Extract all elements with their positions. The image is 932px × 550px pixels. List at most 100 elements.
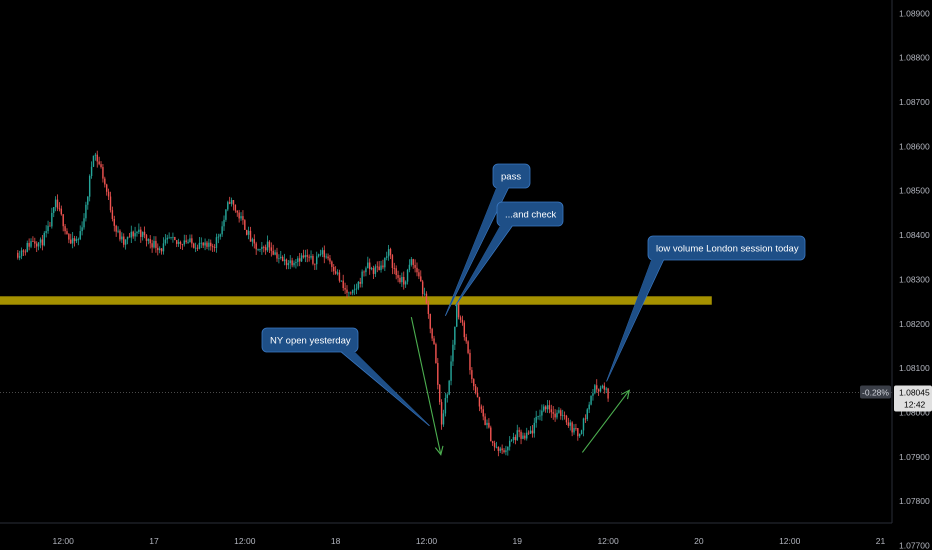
candle [111,206,114,222]
candle [463,320,466,341]
candle-body [406,269,409,282]
candle-body [49,225,51,227]
candle [225,209,227,222]
candle [416,262,418,277]
candle [136,230,138,237]
candle [280,250,282,260]
candle [39,237,42,249]
candle-body [17,252,19,258]
candle [452,339,454,367]
candle-body [43,232,45,246]
candle-body [183,240,185,245]
candle-body [75,239,78,242]
candle-body [592,393,594,396]
candle-body [270,247,273,251]
callout-pointer-fill [455,224,513,307]
trend-arrows [410,317,631,456]
candle [49,221,51,227]
candle-body [81,227,83,232]
candle [391,254,394,275]
candle [596,379,598,393]
candle [312,254,314,266]
candle [54,196,57,212]
candle [121,232,123,243]
candle [255,241,257,255]
candle-body [386,256,388,258]
candle-body [47,225,49,232]
candle [268,240,271,253]
candle-body [539,415,541,417]
candle-body [361,271,363,284]
candle [444,392,447,417]
candle-body [281,256,284,262]
candle-body [421,281,424,294]
candle-body [141,231,144,237]
candle-body [554,413,556,418]
candle [482,405,484,421]
candle [386,251,388,261]
candle-body [563,415,566,417]
candle [183,234,185,247]
candle-body [508,440,511,447]
candle [554,409,556,422]
candle [427,300,430,319]
candle [367,256,369,269]
candle [580,429,583,435]
candle-body [575,428,577,429]
candle [270,242,273,257]
candle [194,242,197,253]
candle [278,254,280,264]
candle-body [26,242,28,252]
candle [571,421,573,437]
candle-body [24,251,27,253]
candle-body [469,352,471,371]
candle [100,161,102,169]
candle-body [423,293,426,295]
candle-body [397,275,399,278]
candle-body [119,230,121,240]
candle-body [175,240,178,244]
candle-body [380,265,382,271]
candle-body [459,317,462,320]
candle [304,249,307,263]
candle [387,244,390,261]
candle [382,259,384,270]
candle [20,247,23,260]
candle-body [548,405,551,410]
candle-body [522,435,524,439]
candle [522,432,524,440]
candle [232,199,235,211]
candle-body [111,210,114,219]
candle-body [404,281,407,285]
candle [244,219,246,231]
candle-body [298,258,301,262]
candle [215,233,218,253]
candle [520,429,522,445]
candle [51,207,53,229]
candle [126,236,129,245]
candle-body [448,380,450,395]
candle-body [497,446,500,451]
candle-body [45,231,47,233]
candle [368,258,371,275]
candle [471,367,473,384]
candle [582,417,585,437]
candle-body [56,199,59,209]
candle-body [37,242,40,247]
candle [363,270,365,277]
candle [264,244,267,255]
candle-body [158,248,161,251]
candle [473,378,475,391]
candle-body [482,409,484,417]
candle-body [331,261,333,267]
candle [327,253,329,261]
candle [58,202,61,212]
candle-body [414,264,416,268]
candle-body [503,450,505,453]
candle-body [374,266,377,274]
candle [552,406,554,420]
candle-body [412,259,414,265]
candle [410,256,413,267]
candle [102,163,104,183]
